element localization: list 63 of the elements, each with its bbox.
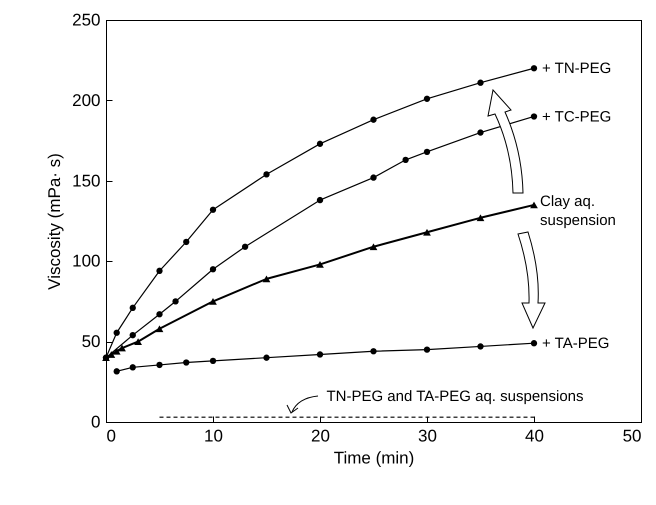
point [134,338,142,345]
series-label: Clay aq. suspension [540,192,616,229]
annotation: TN-PEG and TA-PEG aq. suspensions [326,388,584,405]
point [112,348,121,355]
series-label: + TN-PEG [542,60,612,78]
point [263,171,270,178]
series-label: + TC-PEG [542,108,612,126]
point [477,343,484,350]
point [530,202,538,208]
point [530,113,538,120]
point [316,261,324,268]
point [209,298,217,305]
point [476,214,484,222]
point [316,196,324,204]
point [370,243,378,250]
x-tick-label: 50 [622,426,642,446]
point [156,268,163,274]
y-tick-label: 250 [72,10,100,30]
point [130,332,136,338]
point [156,311,163,318]
point [118,344,126,352]
point [477,129,484,136]
y-tick-label: 100 [72,252,100,271]
point [114,368,120,375]
point [402,156,409,164]
point [156,362,163,368]
series-label: + TA-PEG [542,335,610,352]
point [183,238,190,246]
y-tick-label: 0 [91,412,100,432]
point [423,228,431,236]
point [424,346,430,353]
point [130,364,136,370]
y-tick-label: 150 [72,171,100,190]
y-tick-label: 50 [82,332,100,352]
x-tick-label: 20 [311,426,330,446]
x-axis-title: Time (min) [334,448,414,468]
y-tick-label: 200 [72,90,100,110]
x-tick-label: 10 [204,426,223,446]
point [210,358,216,364]
point [370,116,377,123]
point [530,340,538,346]
point [130,304,136,311]
point [183,359,190,366]
point [242,244,248,250]
point [262,276,270,282]
point [210,266,216,272]
point [424,96,430,102]
point [210,206,216,213]
point [172,298,179,305]
x-tick-label: 0 [106,426,116,446]
point [530,65,538,72]
point [370,348,377,354]
point [263,354,270,361]
x-tick-label: 30 [418,426,437,446]
point [156,325,164,332]
point [114,330,120,336]
point [477,80,484,86]
point [370,174,377,181]
point [316,351,324,358]
point [316,140,324,147]
point [424,148,430,156]
y-axis-title: Viscosity (mPa· s) [45,153,64,290]
x-tick-label: 40 [525,426,544,446]
